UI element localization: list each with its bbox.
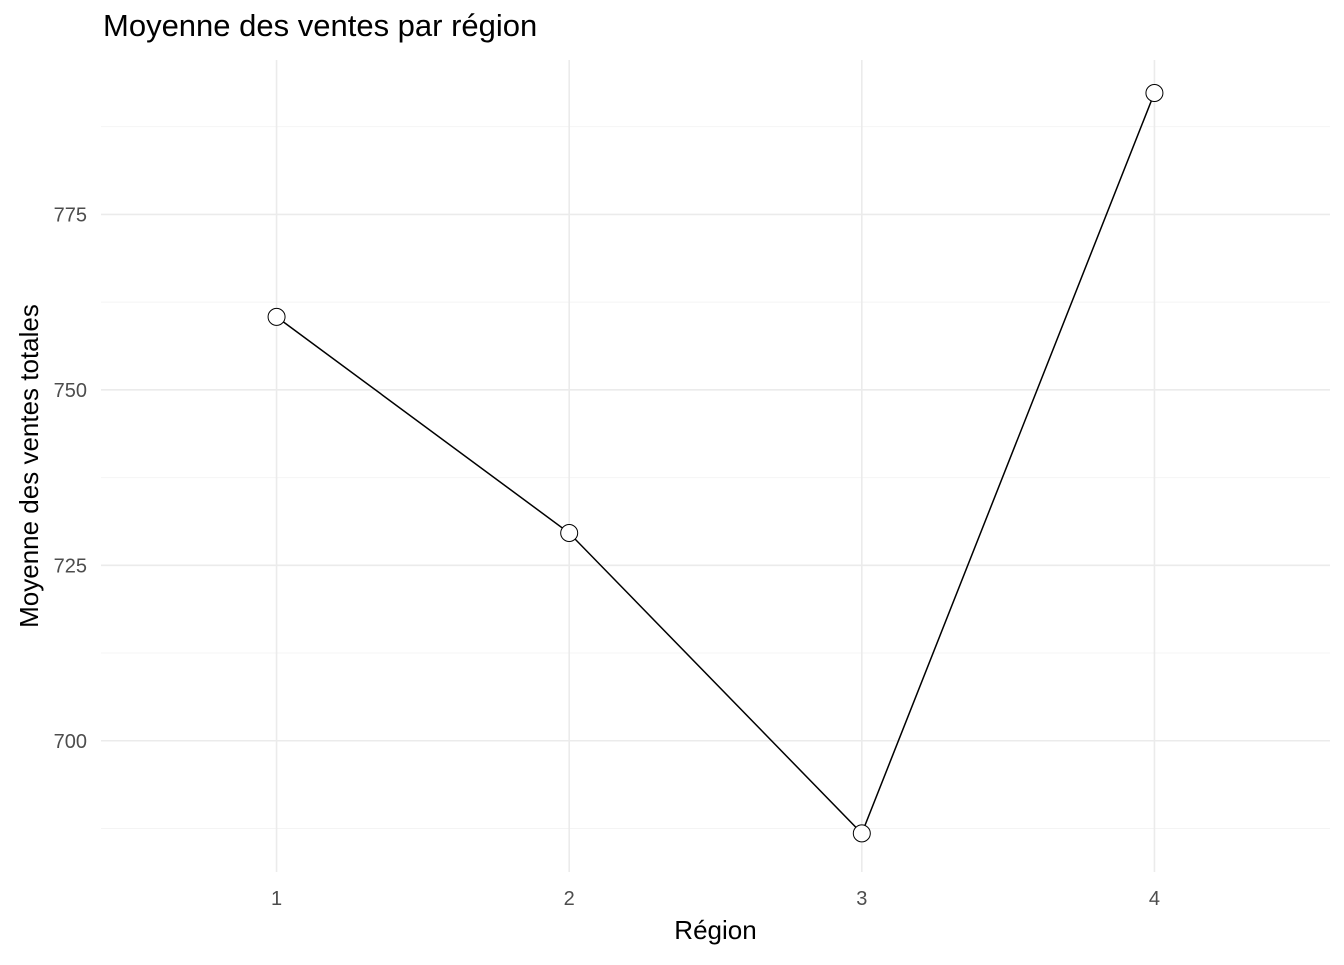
chart-title: Moyenne des ventes par région — [103, 8, 538, 43]
x-tick-label: 3 — [856, 888, 867, 910]
y-tick-label: 725 — [54, 555, 87, 577]
y-tick-label: 700 — [54, 731, 87, 753]
x-axis-title: Région — [674, 915, 756, 945]
y-tick-label: 750 — [54, 380, 87, 402]
data-point — [852, 824, 871, 843]
y-axis-title: Moyenne des ventes totales — [14, 304, 44, 628]
x-tick-label: 2 — [564, 888, 575, 910]
data-point — [267, 307, 286, 326]
data-point — [560, 524, 579, 543]
x-tick-label: 4 — [1149, 888, 1160, 910]
y-tick-label: 775 — [54, 204, 87, 226]
data-point — [1145, 83, 1164, 102]
x-tick-label: 1 — [271, 888, 282, 910]
series-line — [276, 92, 1156, 835]
